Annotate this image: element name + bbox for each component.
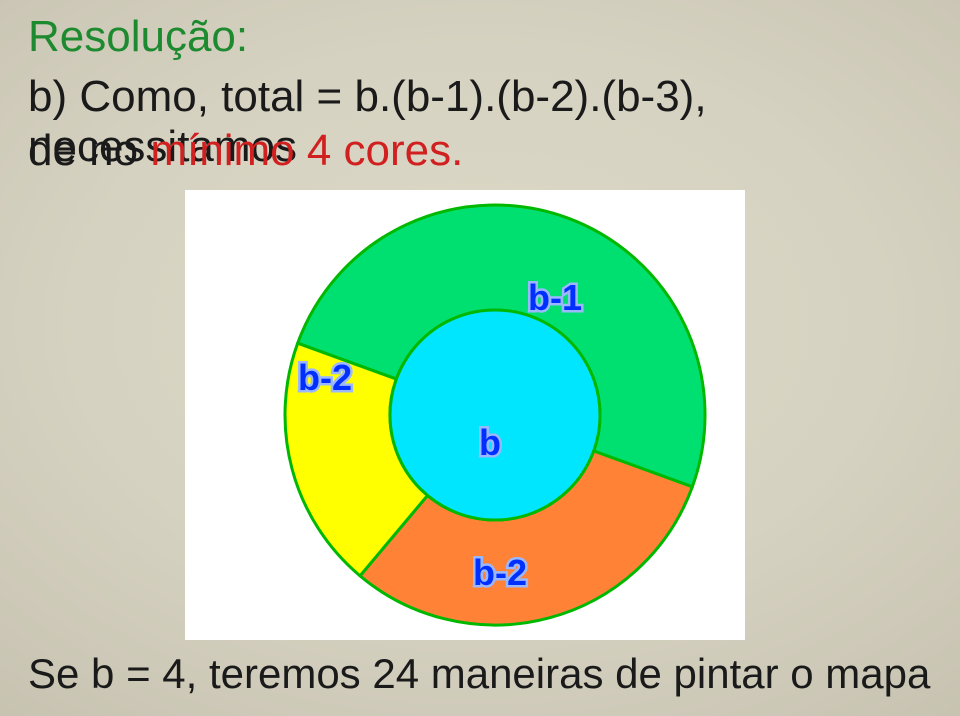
title-text: Resolução: — [28, 12, 248, 61]
sector-diagram: b-1 b-2 b-2 b — [185, 190, 745, 640]
line-bottom: Se b = 4, teremos 24 maneiras de pintar … — [28, 650, 930, 698]
line-bottom-text: Se b = 4, teremos 24 maneiras de pintar … — [28, 650, 930, 697]
slide: Resolução: b) Como, total = b.(b-1).(b-2… — [0, 0, 960, 716]
title: Resolução: — [28, 12, 248, 62]
center-circle — [390, 310, 600, 520]
line-3: de no mínimo 4 cores. — [28, 126, 463, 176]
line-3-part1: de no — [28, 126, 150, 175]
label-top: b-1 — [528, 277, 582, 318]
diagram-container: b-1 b-2 b-2 b — [185, 190, 745, 640]
label-left: b-2 — [298, 357, 352, 398]
line-3-part2: mínimo 4 cores. — [150, 126, 463, 175]
label-bottom-right: b-2 — [473, 552, 527, 593]
label-center: b — [479, 422, 501, 463]
